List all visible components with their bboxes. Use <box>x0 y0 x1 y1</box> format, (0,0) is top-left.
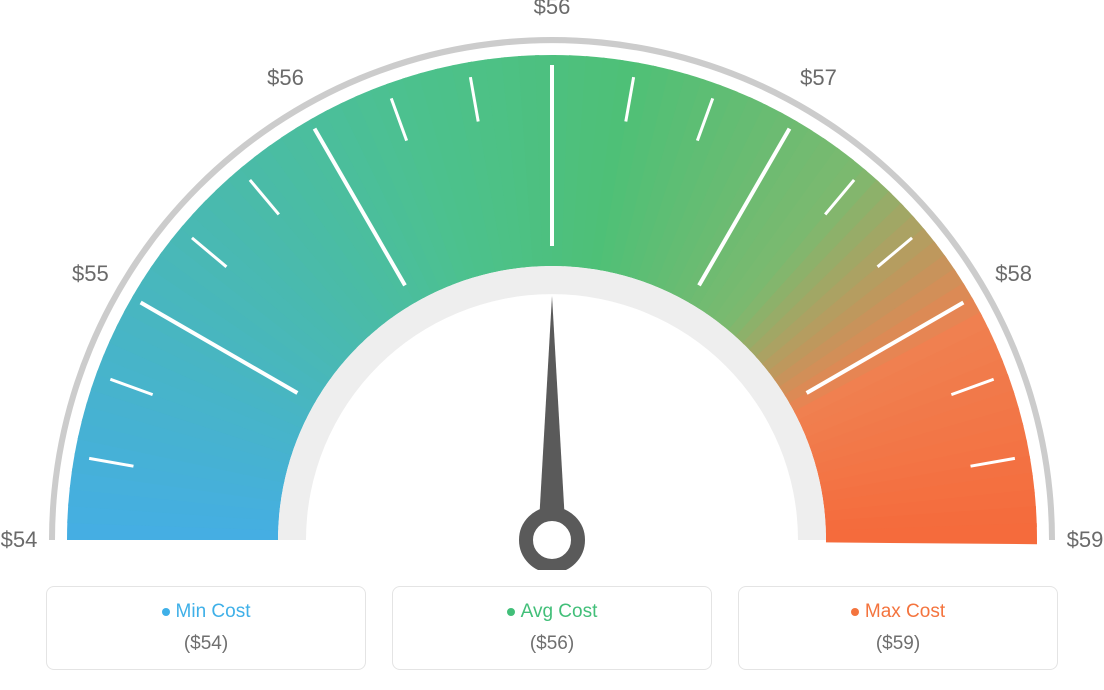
legend-label-text: Avg Cost <box>521 601 598 622</box>
gauge-tick-label: $58 <box>995 261 1032 287</box>
legend-value-max: ($59) <box>739 633 1057 655</box>
gauge-tick-label: $56 <box>267 65 304 91</box>
legend-value-avg: ($56) <box>393 633 711 655</box>
legend-dot-max <box>851 608 859 616</box>
legend-label-text: Min Cost <box>176 601 251 622</box>
gauge-tick-label: $56 <box>534 0 571 20</box>
legend-label-min: Min Cost <box>47 601 365 623</box>
legend-row: Min Cost ($54) Avg Cost ($56) Max Cost (… <box>0 586 1104 670</box>
gauge-tick-label: $59 <box>1067 527 1104 553</box>
legend-label-text: Max Cost <box>865 601 945 622</box>
legend-card-avg: Avg Cost ($56) <box>392 586 712 670</box>
legend-value-min: ($54) <box>47 633 365 655</box>
gauge-tick-label: $54 <box>1 527 38 553</box>
legend-label-avg: Avg Cost <box>393 601 711 623</box>
legend-label-max: Max Cost <box>739 601 1057 623</box>
gauge-chart: $54 $55 $56 $56 $57 $58 $59 <box>0 0 1104 570</box>
legend-card-max: Max Cost ($59) <box>738 586 1058 670</box>
legend-dot-avg <box>507 608 515 616</box>
legend-dot-min <box>162 608 170 616</box>
legend-card-min: Min Cost ($54) <box>46 586 366 670</box>
gauge-tick-label: $55 <box>72 261 109 287</box>
cost-gauge-widget: $54 $55 $56 $56 $57 $58 $59 Min Cost ($54) Avg… <box>0 0 1104 690</box>
gauge-tick-label: $57 <box>800 65 837 91</box>
